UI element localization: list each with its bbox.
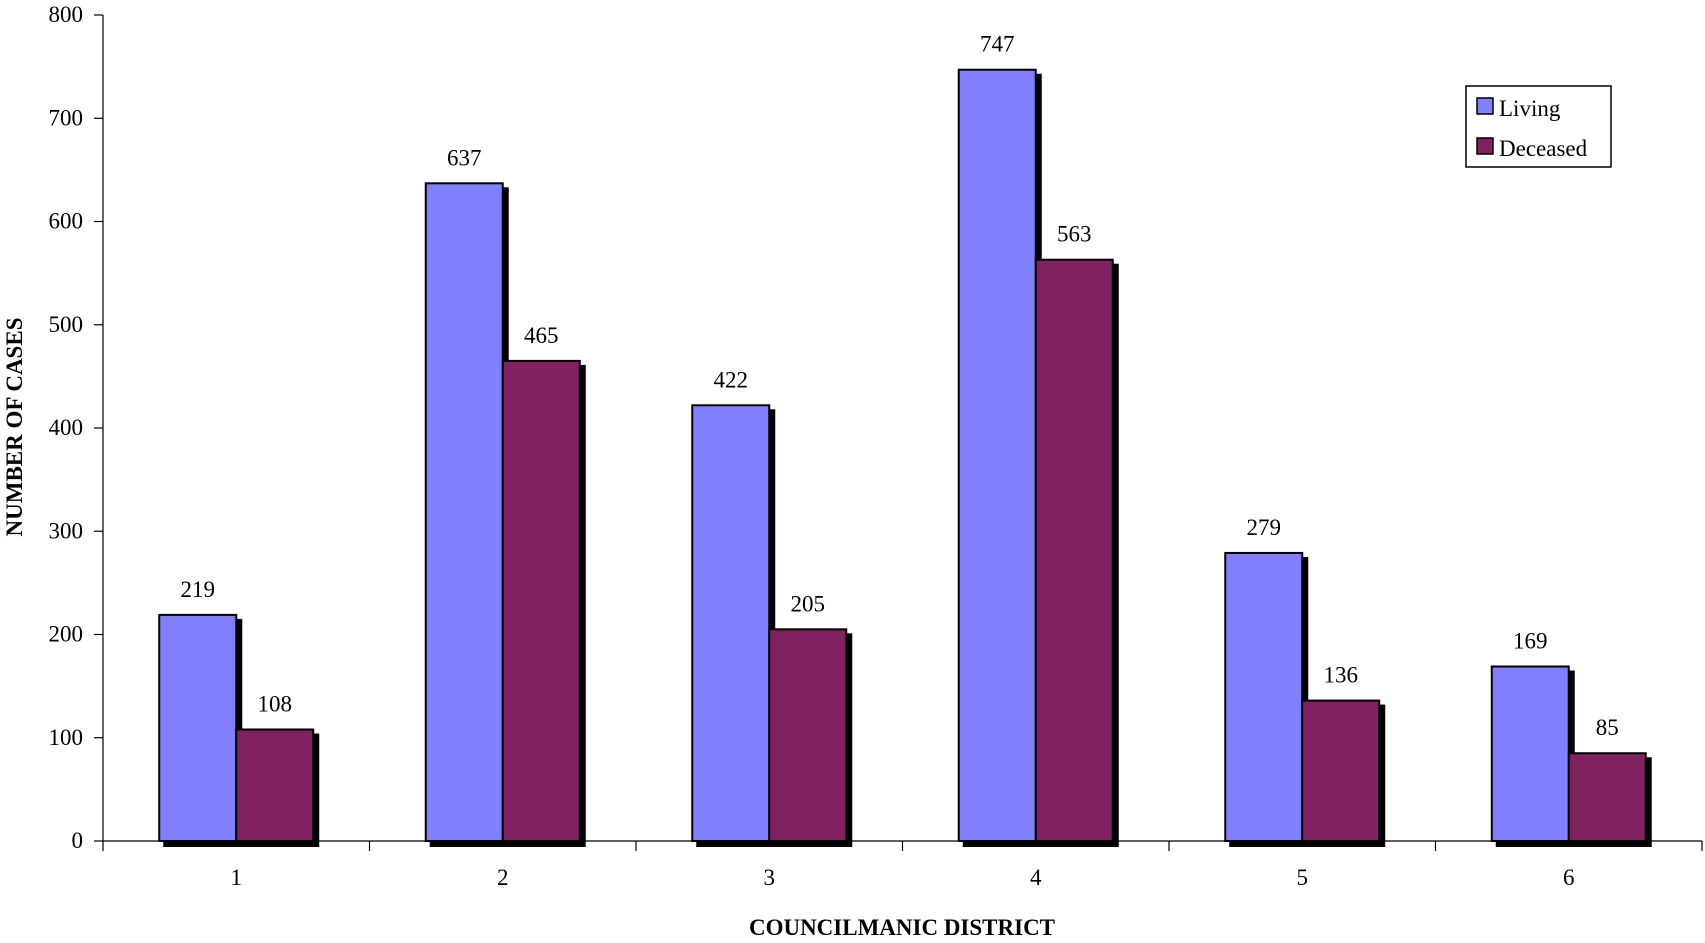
data-label-living: 422 — [714, 367, 749, 392]
y-tick-label: 500 — [49, 312, 84, 337]
bar-living-district-1 — [158, 613, 238, 842]
bar-deceased-district-6 — [1567, 752, 1647, 842]
x-tick-label: 4 — [1030, 865, 1042, 890]
bar-living-district-5 — [1224, 551, 1304, 842]
data-label-living: 747 — [980, 32, 1015, 57]
x-tick-label: 2 — [497, 865, 509, 890]
data-label-deceased: 465 — [524, 323, 559, 348]
bar-living-district-6 — [1490, 665, 1570, 842]
bar-living-district-2 — [424, 182, 504, 843]
y-tick-label: 0 — [72, 828, 84, 853]
y-tick-label: 600 — [49, 209, 84, 234]
bar-deceased-district-4 — [1034, 258, 1114, 842]
x-axis-title: COUNCILMANIC DISTRICT — [749, 915, 1055, 938]
data-label-living: 169 — [1513, 629, 1548, 654]
data-label-deceased: 85 — [1596, 715, 1619, 740]
legend: Living Deceased — [1465, 85, 1612, 168]
y-tick-label: 700 — [49, 105, 84, 130]
bar-living-district-3 — [691, 404, 771, 842]
y-tick-label: 200 — [49, 622, 84, 647]
data-label-living: 219 — [181, 577, 216, 602]
y-tick-label: 100 — [49, 725, 84, 750]
y-tick-label: 400 — [49, 415, 84, 440]
data-label-deceased: 136 — [1324, 663, 1359, 688]
data-label-deceased: 108 — [258, 691, 293, 716]
y-tick-label: 800 — [49, 2, 84, 27]
data-label-deceased: 205 — [791, 591, 826, 616]
bars — [158, 68, 1647, 843]
legend-label-living: Living — [1499, 96, 1561, 121]
data-label-deceased: 563 — [1057, 222, 1092, 247]
legend-label-deceased: Deceased — [1499, 136, 1588, 161]
data-label-living: 637 — [447, 145, 482, 170]
x-tick-label: 6 — [1563, 865, 1575, 890]
x-tick-label: 3 — [764, 865, 776, 890]
y-tick-label: 300 — [49, 518, 84, 543]
data-label-living: 279 — [1247, 515, 1282, 540]
axes: 0 100 200 300 400 500 600 700 800 1 2 3 4 5 6 — [49, 2, 1703, 890]
bar-deceased-district-2 — [501, 359, 581, 842]
bar-living-district-4 — [957, 68, 1037, 843]
y-axis-title: NUMBER OF CASES — [2, 318, 27, 537]
legend-swatch-living — [1476, 97, 1494, 115]
x-tick-label: 5 — [1297, 865, 1309, 890]
bar-deceased-district-1 — [235, 728, 315, 842]
legend-swatch-deceased — [1476, 137, 1494, 155]
data-labels: 219 637 422 747 279 169 108 465 205 563 136 85 — [181, 32, 1619, 741]
bar-deceased-district-3 — [768, 628, 848, 843]
bar-deceased-district-5 — [1301, 699, 1381, 843]
x-tick-label: 1 — [231, 865, 243, 890]
